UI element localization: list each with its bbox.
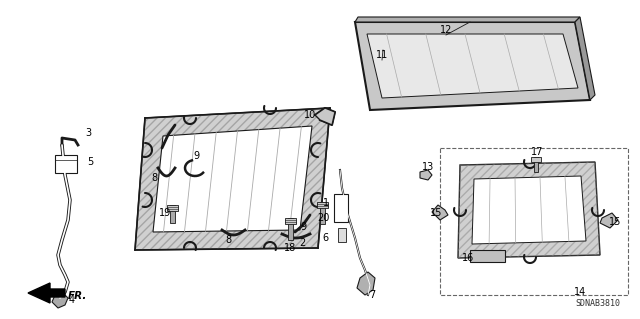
Polygon shape (472, 176, 586, 244)
Polygon shape (315, 108, 335, 125)
Bar (285, 218, 296, 224)
Bar (531, 157, 541, 162)
Text: 1: 1 (323, 198, 329, 208)
Polygon shape (357, 272, 375, 295)
Text: 9: 9 (300, 222, 306, 232)
Polygon shape (458, 162, 600, 258)
Text: SDNAB3810: SDNAB3810 (575, 299, 620, 308)
Text: 17: 17 (531, 147, 543, 157)
Text: 18: 18 (284, 243, 296, 253)
Polygon shape (420, 170, 432, 180)
Text: 12: 12 (440, 25, 452, 35)
Text: 16: 16 (462, 253, 474, 263)
Polygon shape (355, 22, 590, 110)
Bar (288, 218, 293, 240)
Bar (320, 202, 325, 224)
Bar (470, 250, 505, 262)
Text: 20: 20 (317, 213, 329, 223)
Text: FR.: FR. (68, 291, 88, 301)
Text: 3: 3 (85, 128, 91, 138)
Polygon shape (135, 108, 330, 250)
Text: 6: 6 (322, 233, 328, 243)
Bar (338, 228, 346, 242)
Text: 9: 9 (193, 151, 199, 161)
Polygon shape (52, 292, 68, 308)
Text: 13: 13 (422, 162, 434, 172)
Bar (534, 157, 538, 172)
Polygon shape (355, 17, 580, 22)
Polygon shape (575, 17, 595, 100)
Polygon shape (600, 213, 618, 228)
Bar (167, 205, 178, 211)
Bar (170, 205, 175, 223)
Text: 15: 15 (430, 208, 442, 218)
Polygon shape (153, 126, 312, 232)
Polygon shape (28, 283, 65, 303)
Text: 10: 10 (304, 110, 316, 120)
Polygon shape (367, 34, 578, 98)
Text: 14: 14 (574, 287, 586, 297)
Text: 8: 8 (151, 173, 157, 183)
Bar (55, 155, 77, 173)
Text: 11: 11 (376, 50, 388, 60)
Text: 15: 15 (609, 217, 621, 227)
Text: 8: 8 (225, 235, 231, 245)
Polygon shape (432, 205, 448, 220)
Text: 5: 5 (87, 157, 93, 167)
Text: 7: 7 (369, 290, 375, 300)
Bar (317, 202, 328, 208)
Bar (440, 148, 628, 295)
Text: 19: 19 (159, 208, 171, 218)
Text: 4: 4 (69, 295, 75, 305)
Bar (334, 194, 348, 222)
Text: 2: 2 (299, 238, 305, 248)
